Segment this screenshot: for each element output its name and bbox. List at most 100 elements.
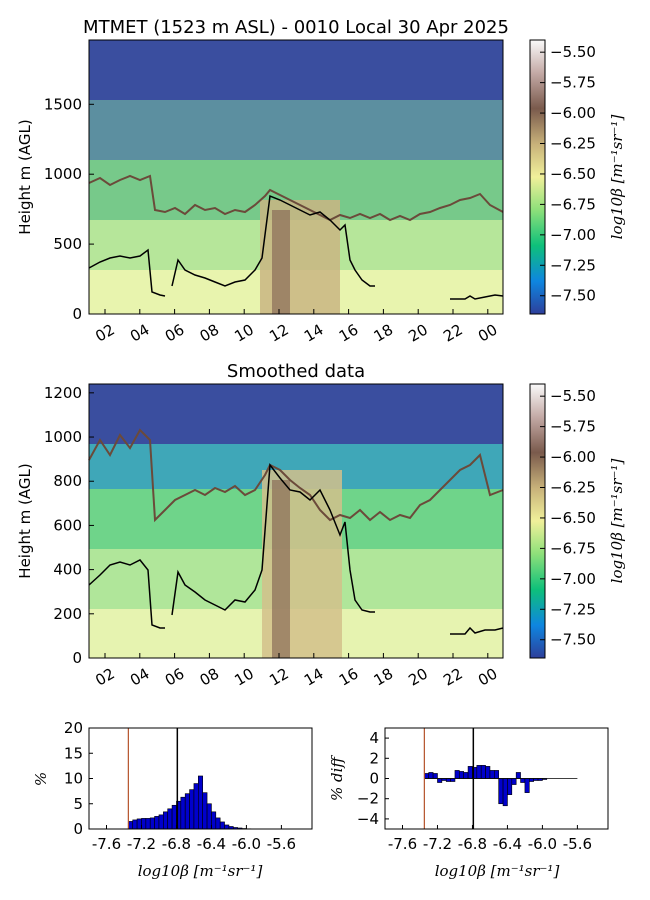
colorbar-tick-label: −5.50 (550, 43, 596, 61)
xtick-label: -6.0 (232, 835, 261, 853)
histogram-bar (445, 778, 451, 782)
xtick-label: 22 (440, 320, 466, 345)
ytick-label: 0 (73, 820, 83, 838)
histogram-bar (432, 773, 438, 779)
xtick-label: 04 (127, 664, 153, 689)
xtick-label: 12 (266, 664, 292, 689)
ytick-label: 600 (53, 516, 82, 534)
colorbar-tick-label: −6.25 (550, 135, 596, 153)
xtick-label: -7.2 (423, 835, 452, 853)
histogram-bar (211, 811, 217, 830)
ytick-label: 15 (64, 744, 83, 762)
diff-bars (424, 765, 578, 807)
histogram-bar (184, 793, 190, 830)
xtick-label: -7.2 (127, 835, 156, 853)
diff-xticks: -7.6 -7.2 -6.8 -6.4 -6.0 -5.6 (388, 825, 592, 853)
xtick-label: -6.4 (197, 835, 226, 853)
histogram-bar (141, 818, 147, 830)
xtick-label: 06 (162, 664, 188, 689)
histogram-bar (206, 803, 212, 830)
xtick-label: -6.4 (493, 835, 522, 853)
histogram-bar (515, 772, 521, 779)
ytick-label: 800 (53, 472, 82, 490)
colorbar-tick-label: −7.25 (550, 256, 596, 274)
histogram-bar (193, 783, 199, 830)
xtick-label: 18 (371, 664, 397, 689)
xtick-label: 02 (92, 320, 118, 345)
xtick-label: -5.6 (563, 835, 592, 853)
histogram-bar (219, 821, 225, 830)
panel-raw-ylabel: Height m (AGL) (16, 119, 34, 234)
raw-aerosol-core (272, 210, 290, 314)
panel-raw: MTMET (1523 m ASL) - 0010 Local 30 Apr 2… (16, 17, 626, 346)
colorbar-tick-label: −7.50 (550, 631, 596, 649)
xtick-label: 00 (475, 664, 501, 689)
histogram-bars (128, 775, 252, 830)
colorbar-tick-label: −6.50 (550, 165, 596, 183)
raw-boundary-layer-line-3 (450, 294, 504, 300)
colorbar-tick-label: −5.50 (550, 387, 596, 405)
raw-boundary-layer-line (88, 248, 166, 297)
colorbar-tick-label: −6.75 (550, 539, 596, 557)
raw-band-upper (89, 100, 503, 160)
histogram-bar (450, 778, 456, 782)
xtick-label: -6.0 (528, 835, 557, 853)
panel-smoothed-colorbar-ticks: −5.50 −5.75 −6.00 −6.25 −6.50 −6.75 −7.00 −7.25… (540, 387, 596, 649)
xtick-label: 08 (197, 320, 223, 345)
ytick-label: 400 (53, 561, 82, 579)
xtick-label: 10 (231, 320, 257, 345)
panel-smoothed-yticks: 0 200 400 600 800 1000 1200 (44, 384, 94, 667)
xtick-label: -6.8 (162, 835, 191, 853)
histogram-bar (507, 778, 513, 795)
xtick-label: 20 (405, 320, 431, 345)
xtick-label: 16 (336, 320, 362, 345)
ytick-label: 4 (369, 729, 379, 747)
histogram-bar (198, 775, 203, 830)
xtick-label: 18 (371, 320, 397, 345)
ytick-label: −2 (357, 790, 379, 808)
histogram-bar (428, 772, 434, 779)
histogram-bar (459, 771, 465, 779)
histogram-bar (154, 816, 160, 830)
ytick-label: 10 (64, 770, 83, 788)
histogram-bar (511, 778, 517, 785)
histogram-bar (498, 778, 504, 805)
diff-yticks: 4 2 0 −2 −4 (357, 729, 389, 828)
histogram-bar (489, 770, 495, 779)
colorbar-tick-label: −7.00 (550, 570, 596, 588)
smooth-boundary-layer-line-2 (171, 462, 375, 616)
ytick-label: 0 (72, 305, 82, 323)
panel-smoothed: Smoothed data Height m (AGL) 02004006008… (16, 361, 626, 690)
histogram-bar (158, 814, 164, 830)
xtick-label: 10 (231, 664, 257, 689)
histogram-bar (167, 808, 173, 830)
histogram-bar (502, 778, 508, 807)
xtick-label: 14 (301, 320, 327, 345)
histogram-bar (171, 804, 177, 830)
panel-smoothed-frame (88, 383, 504, 659)
xtick-label: 12 (266, 320, 292, 345)
panel-smoothed-colorbar (529, 383, 546, 659)
diff-ylabel: % diff (328, 755, 346, 801)
colorbar-tick-label: −7.50 (550, 287, 596, 305)
ytick-label: 20 (64, 719, 83, 737)
panel-raw-yticks: 0 500 1000 1500 (44, 95, 94, 323)
histogram-xlabel: log10β [m⁻¹sr⁻¹] (138, 862, 263, 880)
xtick-label: 08 (197, 664, 223, 689)
panel-raw-colorbar-ticks: −5.50 −5.75 −6.00 −6.25 −6.50 −6.75 −7.00 −7.25… (540, 43, 596, 305)
panel-raw-colorbar (529, 39, 546, 315)
histogram-bar (437, 778, 443, 783)
raw-band-top (89, 40, 503, 100)
histogram-bar (128, 821, 134, 830)
histogram-bar (485, 766, 491, 779)
smooth-band-top (89, 384, 503, 444)
smooth-upper-layer-line (88, 428, 504, 523)
xtick-label: 00 (475, 320, 501, 345)
histogram-bar (149, 817, 155, 830)
histogram-bar (215, 817, 221, 830)
ytick-label: 200 (53, 605, 82, 623)
colorbar-tick-label: −7.25 (550, 600, 596, 618)
panel-diff: 420−2−4 -7.6 -7.2 -6.8 -6.4 -6.0 -5.6 % diff … (328, 727, 609, 880)
ytick-label: 1200 (44, 384, 82, 402)
